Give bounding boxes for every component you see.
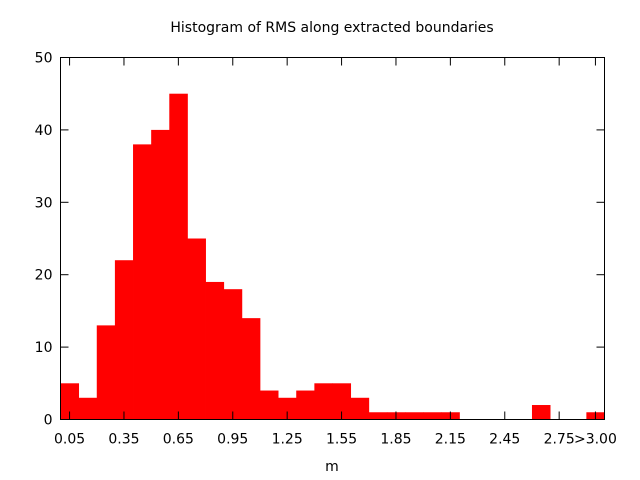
histogram-bar [223,289,243,420]
histogram-bar [423,412,442,420]
x-tick-label: 0.05 [54,432,85,448]
x-axis: 0.05 0.35 0.65 0.95 1.25 1.55 1.85 2.15 2.45 2.75… [54,57,617,448]
histogram-bar [314,383,333,420]
x-axis-label: m [325,459,339,475]
histogram-bar [405,412,424,420]
histogram-bar [114,260,134,420]
histogram-bar [296,390,315,420]
histogram-bar [205,281,225,420]
y-tick-label: 50 [35,51,53,67]
histogram-bar [133,144,152,420]
x-tick-label: 2.45 [489,432,520,448]
histogram-bar [531,405,551,420]
chart-title: Histogram of RMS along extracted boundar… [170,20,493,36]
x-tick-label: 1.25 [272,432,303,448]
x-tick-label: 1.55 [326,432,357,448]
x-tick-label: 2.75 [544,432,575,448]
histogram-bar [169,93,188,420]
histogram-bar [96,325,116,420]
histogram-bar [278,397,297,420]
histogram-bar [241,318,261,420]
x-tick-label: 0.35 [108,432,139,448]
bars-group [60,93,605,420]
plot-frame [60,57,605,420]
histogram-bar [259,390,279,420]
y-tick-label: 20 [35,268,53,284]
y-tick-label: 30 [35,195,53,211]
x-tick-label: 1.85 [380,432,411,448]
y-tick-label: 0 [44,413,53,429]
histogram-bar [151,129,170,420]
histogram-bar [78,397,98,420]
x-tick-label: 0.95 [217,432,248,448]
x-tick-label: >3.00 [574,432,617,448]
histogram-bar [332,383,352,420]
histogram-bar [60,383,80,420]
y-tick-label: 40 [35,123,53,139]
y-axis: 0 10 20 30 40 50 [35,51,605,429]
y-tick-label: 10 [35,340,53,356]
histogram-bar [368,412,388,420]
histogram-bar [350,397,370,420]
histogram-bar [187,238,206,420]
x-tick-label: 2.15 [435,432,466,448]
x-tick-label: 0.65 [163,432,194,448]
